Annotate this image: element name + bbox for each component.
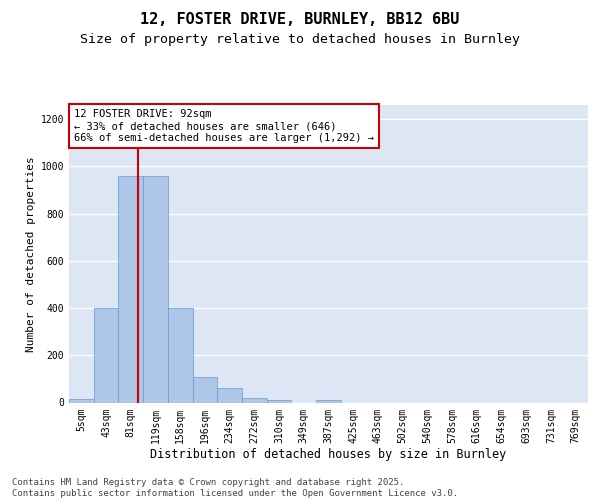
Bar <box>217 388 242 402</box>
X-axis label: Distribution of detached houses by size in Burnley: Distribution of detached houses by size … <box>151 448 506 461</box>
Text: Contains HM Land Registry data © Crown copyright and database right 2025.
Contai: Contains HM Land Registry data © Crown c… <box>12 478 458 498</box>
Bar <box>69 399 94 402</box>
Bar <box>267 400 292 402</box>
Bar <box>316 400 341 402</box>
Bar <box>168 308 193 402</box>
Bar <box>94 308 118 402</box>
Text: 12 FOSTER DRIVE: 92sqm
← 33% of detached houses are smaller (646)
66% of semi-de: 12 FOSTER DRIVE: 92sqm ← 33% of detached… <box>74 110 374 142</box>
Bar <box>143 176 168 402</box>
Bar <box>118 176 143 402</box>
Text: Size of property relative to detached houses in Burnley: Size of property relative to detached ho… <box>80 32 520 46</box>
Text: 12, FOSTER DRIVE, BURNLEY, BB12 6BU: 12, FOSTER DRIVE, BURNLEY, BB12 6BU <box>140 12 460 28</box>
Y-axis label: Number of detached properties: Number of detached properties <box>26 156 37 352</box>
Bar <box>242 398 267 402</box>
Bar <box>193 376 217 402</box>
